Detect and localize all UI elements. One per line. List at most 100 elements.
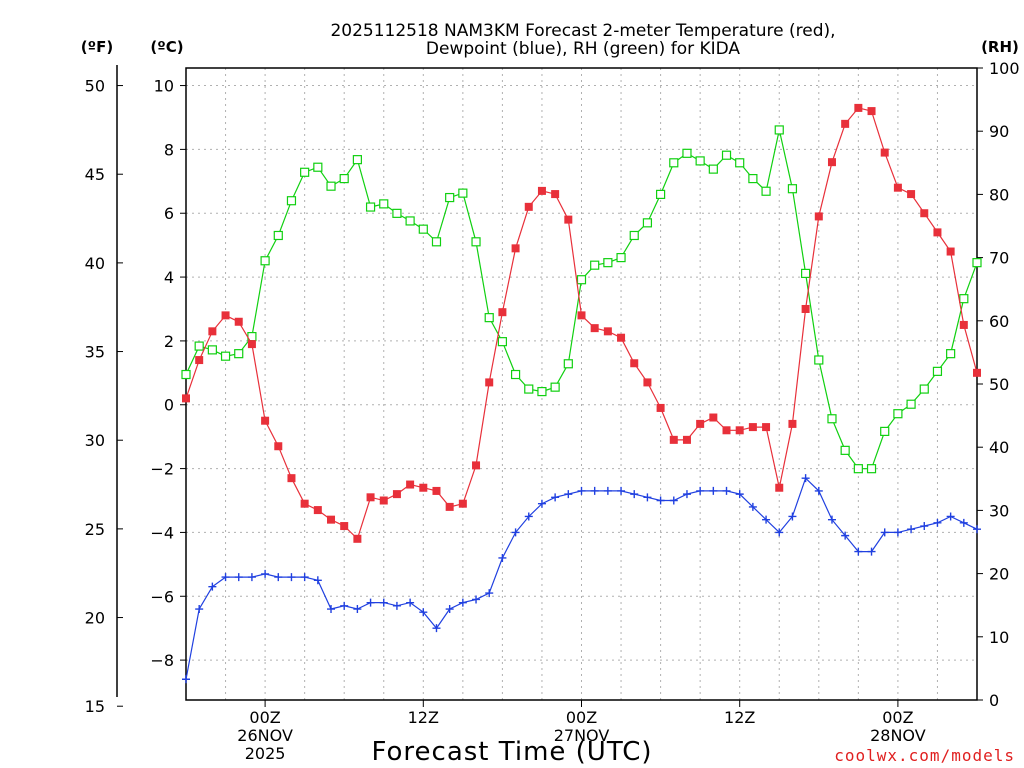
temp-point: [511, 244, 520, 253]
fahrenheit-tick-label: 40: [85, 254, 105, 273]
rh-point: [866, 464, 877, 474]
chart-title-line2: Dewpoint (blue), RH (green) for KIDA: [426, 39, 741, 59]
x-tick-label: 27NOV: [554, 726, 610, 745]
rh-point: [445, 192, 455, 203]
temp-point: [353, 534, 362, 543]
x-tick-label: 00Z: [882, 708, 913, 727]
temp-point: [841, 119, 850, 128]
temp-point: [247, 340, 256, 349]
temp-point: [788, 419, 797, 428]
temp-point: [682, 435, 691, 444]
dewpoint-point: [445, 605, 454, 614]
x-tick-label: 12Z: [724, 708, 755, 727]
rh-point: [787, 184, 798, 194]
rh-point: [590, 260, 600, 270]
temp-point: [551, 190, 560, 199]
rh-point: [748, 174, 758, 184]
rh-point: [814, 355, 824, 365]
rh-point: [669, 158, 679, 168]
dewpoint-point: [208, 582, 217, 591]
temp-point: [959, 320, 968, 329]
temp-point: [366, 493, 375, 502]
temp-series: [182, 103, 981, 543]
dewpoint-point: [893, 528, 902, 537]
rh-point: [326, 181, 336, 191]
dewpoint-point: [603, 486, 612, 495]
rh-point: [761, 186, 771, 196]
rh-point: [497, 337, 507, 347]
dewpoint-point: [788, 512, 797, 521]
dewpoint-point: [537, 499, 546, 508]
rh-point: [682, 148, 692, 158]
dewpoint-point: [630, 490, 639, 499]
rh-point: [405, 216, 415, 226]
temp-point: [195, 356, 204, 365]
plot-frame: [185, 67, 978, 701]
dewpoint-point: [722, 486, 731, 495]
temp-point: [313, 506, 322, 515]
celsius-tick-label: 8: [164, 140, 174, 159]
rh-point: [563, 359, 573, 369]
dewpoint-point: [867, 547, 876, 556]
dewpoint-point: [933, 518, 942, 527]
rh-tick-label: 10: [989, 628, 1009, 647]
rh-point: [959, 294, 969, 304]
temp-point: [590, 324, 599, 333]
dewpoint-point: [880, 528, 889, 537]
celsius-tick-label: 10: [154, 77, 174, 96]
rh-tick-label: 60: [989, 312, 1009, 331]
rh-tick-label: 0: [989, 691, 999, 710]
rh-point: [220, 351, 231, 361]
dewpoint-point: [274, 573, 283, 582]
dewpoint-point: [696, 486, 705, 495]
x-tick-label: 2025: [245, 744, 286, 763]
rh-point: [629, 230, 639, 241]
celsius-tick-label: −2: [150, 460, 174, 479]
temp-point: [630, 359, 639, 368]
temp-point: [880, 148, 889, 157]
dewpoint-point: [643, 493, 652, 502]
temp-point: [274, 442, 283, 451]
rh-unit-label: (RH): [981, 38, 1019, 56]
dewpoint-point: [234, 573, 243, 582]
rh-point: [300, 167, 310, 177]
temp-point: [669, 435, 678, 444]
celsius-tick-label: −8: [150, 651, 174, 670]
dewpoint-point: [313, 576, 322, 585]
dewpoint-point: [854, 547, 863, 556]
temp-point: [327, 515, 336, 524]
dewpoint-point: [247, 573, 256, 582]
temp-point: [933, 228, 942, 237]
temp-point: [287, 474, 296, 483]
temp-point: [485, 378, 494, 387]
rh-point: [801, 268, 811, 278]
dewpoint-point: [485, 589, 494, 598]
fahrenheit-tick-label: 45: [85, 165, 105, 184]
rh-tick-label: 100: [989, 59, 1020, 78]
rh-point: [642, 218, 653, 228]
rh-point: [181, 369, 191, 380]
x-tick-label: 26NOV: [237, 726, 293, 745]
dewpoint-point: [959, 518, 968, 527]
temp-point: [603, 327, 612, 336]
temp-point: [920, 209, 929, 218]
temp-point: [498, 308, 507, 317]
temp-point: [564, 215, 573, 224]
series-layer: [181, 103, 982, 684]
dewpoint-point: [195, 605, 204, 614]
grid-lines: [186, 68, 977, 700]
rh-point: [194, 341, 204, 351]
dewpoint-point: [709, 486, 718, 495]
rh-point: [234, 349, 244, 359]
rh-point: [352, 155, 362, 165]
celsius-tick-label: −6: [150, 587, 174, 606]
rh-point: [655, 189, 666, 199]
rh-tick-label: 20: [989, 565, 1009, 584]
dewpoint-point: [221, 573, 230, 582]
temp-point: [221, 311, 230, 320]
dewpoint-point: [366, 598, 375, 607]
temp-point: [656, 403, 665, 412]
rh-point: [484, 313, 494, 323]
dewpoint-point: [617, 486, 626, 495]
temp-point: [643, 378, 652, 387]
